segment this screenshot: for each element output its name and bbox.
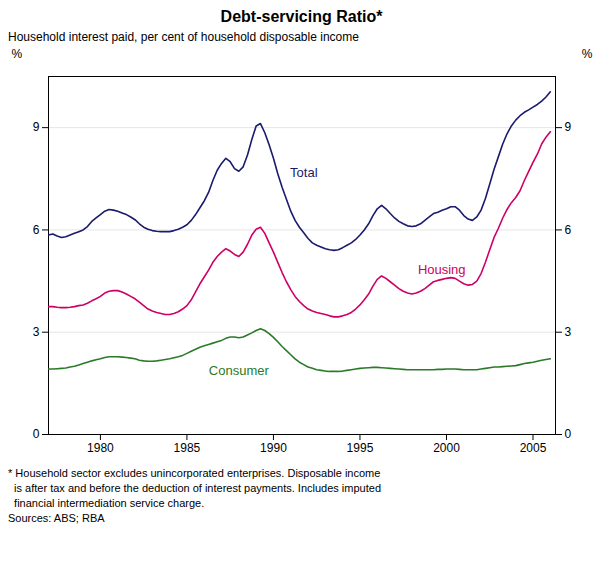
svg-text:Housing: Housing [418, 262, 466, 277]
svg-text:9: 9 [565, 120, 572, 134]
html-text:* Household sector excludes un: * Household sector excludes unincorporat… [8, 467, 381, 479]
svg-text:1990: 1990 [260, 441, 287, 455]
svg-text:Total: Total [290, 165, 318, 180]
svg-text:6: 6 [565, 223, 572, 237]
svg-text:0: 0 [33, 427, 40, 441]
svg-text:6: 6 [33, 223, 40, 237]
html-text:Household interest paid, per c: Household interest paid, per cent of hou… [8, 30, 359, 44]
svg-text:%: % [582, 47, 593, 61]
svg-text:3: 3 [33, 325, 40, 339]
html-text:Sources: ABS; RBA: Sources: ABS; RBA [8, 512, 105, 524]
svg-text:1995: 1995 [347, 441, 374, 455]
svg-text:1980: 1980 [87, 441, 114, 455]
svg-text:3: 3 [565, 325, 572, 339]
html-text:financial intermediation servi: financial intermediation service charge. [8, 497, 205, 509]
svg-text:1985: 1985 [174, 441, 201, 455]
svg-text:0: 0 [565, 427, 572, 441]
svg-text:2005: 2005 [520, 441, 547, 455]
html-text:is after tax and before the de: is after tax and before the deduction of… [8, 482, 381, 494]
svg-text:2000: 2000 [433, 441, 460, 455]
svg-text:9: 9 [33, 120, 40, 134]
svg-text:Consumer: Consumer [209, 363, 270, 378]
html-text:Debt-servicing Ratio*: Debt-servicing Ratio* [220, 8, 383, 25]
svg-text:%: % [12, 47, 23, 61]
